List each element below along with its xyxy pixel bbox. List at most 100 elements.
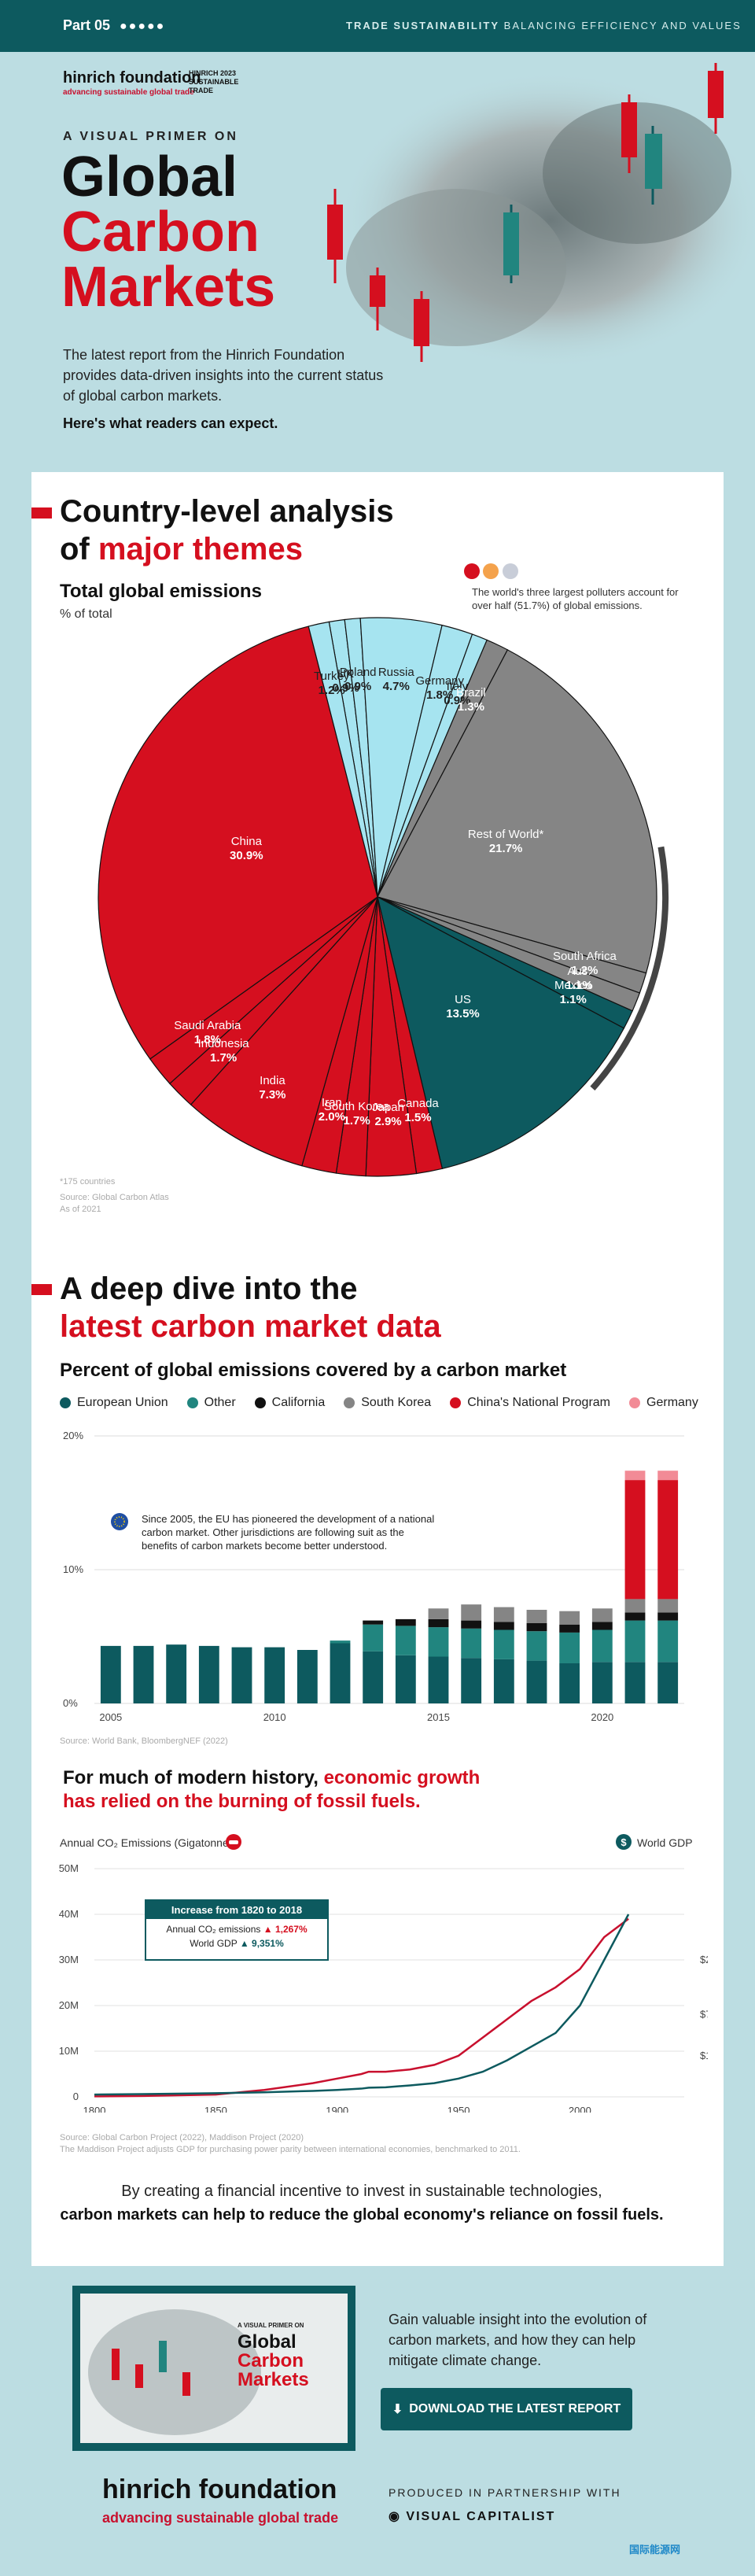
bar-2008-european-union xyxy=(198,1645,219,1703)
bar-2021-china-s-national-program xyxy=(624,1480,646,1600)
brand-name: hinrich foundation xyxy=(63,69,201,87)
bar-2020-california xyxy=(591,1622,613,1630)
section1-title-prefix: of xyxy=(60,532,98,566)
pie-callout: The world's three largest polluters acco… xyxy=(472,586,679,611)
hero-title-line2: Carbon xyxy=(61,201,260,264)
co2-axis-label: Annual CO₂ Emissions (Gigatonnes) xyxy=(60,1836,238,1849)
china-flag-icon xyxy=(464,563,480,579)
section1-title-highlight: major themes xyxy=(98,532,303,566)
section3-highlight2: has relied on the burning of fossil fuel… xyxy=(63,1791,421,1812)
pie-label-japan: Japan 2.9% xyxy=(349,1101,428,1129)
pie-slice-india xyxy=(190,896,378,1167)
line-ytick-right: $2.5T xyxy=(700,1954,708,1965)
section2-title: A deep dive into the latest carbon marke… xyxy=(60,1270,441,1345)
legend-item-other: Other xyxy=(186,1396,236,1410)
line-ytick-left: 10M xyxy=(59,2045,79,2057)
bar-2016-european-union xyxy=(461,1658,482,1703)
download-report-button[interactable]: ⬇ DOWNLOAD THE LATEST REPORT xyxy=(381,2388,632,2430)
pie-label-value: 7.3% xyxy=(259,1087,286,1102)
legend-dot xyxy=(344,1397,355,1408)
pie-label-indonesia: Indonesia 1.7% xyxy=(184,1037,263,1065)
pie-label-uk: UK 0.9% xyxy=(307,667,385,696)
pie-label-canada: Canada 1.5% xyxy=(379,1097,458,1125)
bar-2016-california xyxy=(461,1620,482,1629)
hero-title: Global Carbon Markets xyxy=(61,146,276,319)
pie-label-south-korea: South Korea 1.7% xyxy=(318,1100,396,1128)
legend-dot xyxy=(629,1397,641,1408)
legend-dot xyxy=(186,1397,198,1408)
bar-2014-other xyxy=(395,1626,416,1655)
line-xtick: 1800 xyxy=(83,2105,106,2113)
pie-label-value: 30.9% xyxy=(230,848,263,862)
callout-flags xyxy=(464,563,518,583)
legend-item-south-korea: South Korea xyxy=(344,1396,431,1410)
pie-label-value: 2.0% xyxy=(318,1109,345,1124)
pie-label-name: Canada xyxy=(397,1097,439,1111)
india-flag-icon xyxy=(483,563,499,579)
pie-label-russia: Russia 4.7% xyxy=(357,666,436,694)
top-bar xyxy=(0,0,755,52)
bar-2020-european-union xyxy=(591,1662,613,1703)
bar-2018-european-union xyxy=(526,1660,547,1703)
bar-2006-european-union xyxy=(133,1645,154,1703)
carbon-market-bar-chart: 0% 10% 20% 2005 2010 2015 2020 xyxy=(63,1430,684,1723)
bar-2017-other xyxy=(493,1629,514,1659)
partner-block: HINRICH 2023 SUSTAINABLE TRADE xyxy=(189,69,239,94)
bar-chart-title: Percent of global emissions covered by a… xyxy=(60,1360,567,1381)
pie-label-value: 1.2% xyxy=(318,684,345,698)
bar-2021-south-korea xyxy=(624,1599,646,1613)
brand-sub: advancing sustainable global trade xyxy=(63,88,194,97)
pie-footnote: *175 countries xyxy=(60,1177,116,1187)
bar-2020-south-korea xyxy=(591,1608,613,1622)
bar-2015-south-korea xyxy=(428,1608,449,1619)
tagline: TRADE SUSTAINABILITY BALANCING EFFICIENC… xyxy=(346,20,742,31)
bar-2010-european-union xyxy=(264,1647,285,1703)
thumbnail-illustration xyxy=(88,2309,261,2435)
bar-2021-european-union xyxy=(624,1662,646,1703)
pie-label-saudi-arabia: Saudi Arabia 1.8% xyxy=(168,1019,247,1047)
line-ytick-left: 50M xyxy=(59,1862,79,1874)
section3-highlight1: economic growth xyxy=(323,1767,481,1788)
bar-2012-other xyxy=(330,1640,351,1644)
pie-label-name: Japan xyxy=(372,1100,404,1114)
pie-slice-rest-of-world- xyxy=(377,649,657,974)
line-xtick: 1850 xyxy=(204,2105,227,2113)
hero-title-line1: Global xyxy=(61,146,238,209)
hero-title-line3: Markets xyxy=(61,256,276,319)
pie-label-name: US xyxy=(455,993,471,1007)
bar-legend: European Union Other California South Korea… xyxy=(60,1396,717,1412)
line-xtick: 1950 xyxy=(447,2105,470,2113)
increase-co2-label: Annual CO₂ emissions xyxy=(166,1924,261,1935)
pie-label-value: 0.9% xyxy=(444,694,471,708)
legend-label: Germany xyxy=(646,1396,698,1409)
increase-box-title: Increase from 1820 to 2018 xyxy=(146,1901,327,1919)
bar-2014-european-union xyxy=(395,1655,416,1703)
pie-label-name: South Korea xyxy=(323,1099,390,1113)
bar-2007-european-union xyxy=(166,1644,187,1703)
bar-2014-california xyxy=(395,1618,416,1626)
bar-2015-california xyxy=(428,1618,449,1628)
bar-2013-other xyxy=(363,1624,384,1652)
thumb-title: Global Carbon Markets xyxy=(238,2333,309,2390)
bar-2021-other xyxy=(624,1620,646,1663)
bar-2016-other xyxy=(461,1628,482,1659)
line-ytick-left: 30M xyxy=(59,1954,79,1965)
pie-label-value: 1.8% xyxy=(426,688,454,702)
pie-subtitle: % of total xyxy=(60,607,112,621)
pie-label-name: Germany xyxy=(415,674,464,688)
pie-label-value: 0.9% xyxy=(332,681,359,696)
bar-2022-germany xyxy=(657,1471,679,1481)
eu-infobox: Since 2005, the EU has pioneered the dev… xyxy=(142,1513,435,1552)
bar-2013-california xyxy=(363,1620,384,1625)
report-thumbnail[interactable]: A VISUAL PRIMER ON Global Carbon Markets xyxy=(72,2286,355,2451)
bar-2012-european-union xyxy=(330,1643,351,1703)
pie-label-name: India xyxy=(260,1073,285,1087)
bar-2022-california xyxy=(657,1612,679,1621)
line-ytick-left: 0 xyxy=(73,2091,79,2102)
pie-label-name: Indonesia xyxy=(197,1036,249,1050)
hero-illustration xyxy=(327,63,755,370)
line-marks xyxy=(94,1914,630,2098)
bar-2019-other xyxy=(559,1632,580,1663)
legend-label: California xyxy=(271,1396,326,1409)
line-ytick-right: $12.5T xyxy=(700,2050,708,2061)
